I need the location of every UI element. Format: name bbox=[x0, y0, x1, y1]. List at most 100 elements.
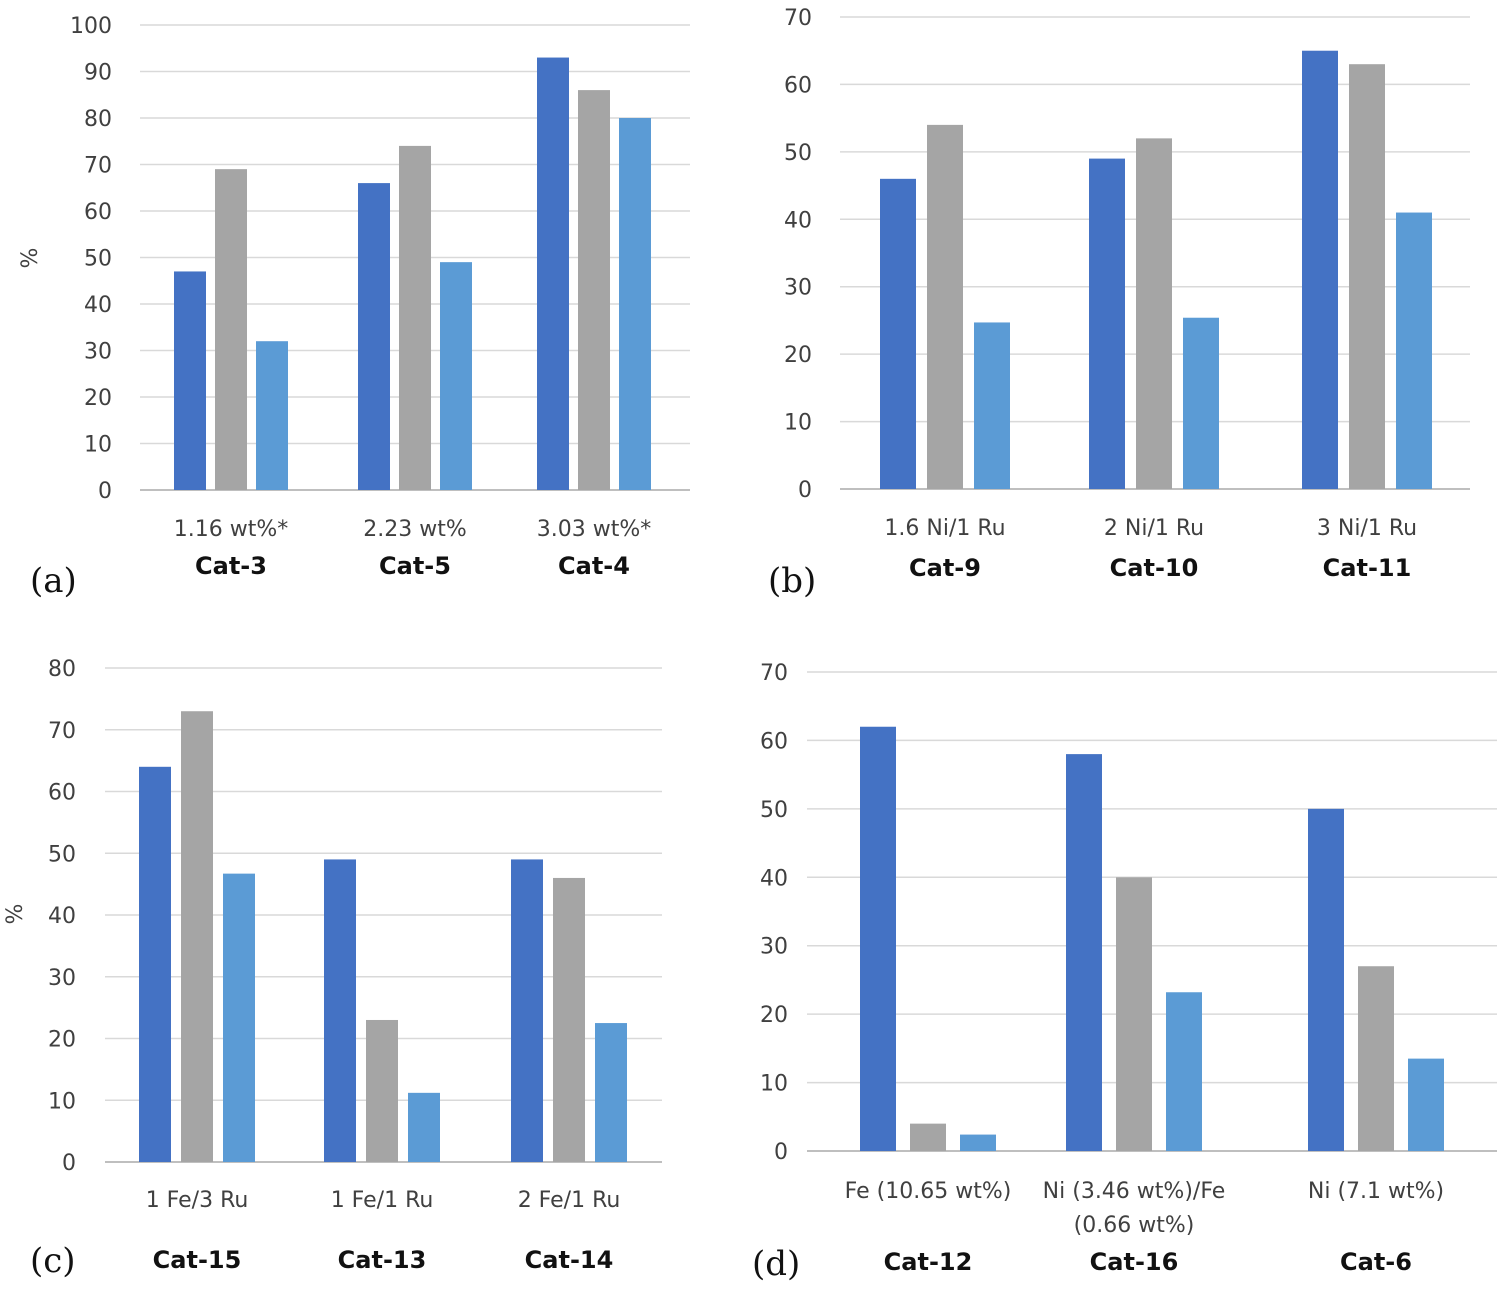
x-tick-label: Cat-9 bbox=[909, 554, 981, 582]
x-tick-label: Cat-14 bbox=[525, 1246, 614, 1274]
y-tick-label: 20 bbox=[784, 343, 812, 368]
y-tick-label: 60 bbox=[784, 73, 812, 98]
bar-cat-16-series-3 bbox=[1166, 992, 1202, 1151]
bar-cat-6-series-1 bbox=[1308, 808, 1344, 1151]
y-tick-label: 30 bbox=[48, 966, 76, 991]
x-tick-label: Cat-10 bbox=[1110, 554, 1199, 582]
x-tick-sublabel: Ni (7.1 wt%) bbox=[1308, 1179, 1444, 1204]
bar-cat-10-series-1 bbox=[1089, 158, 1125, 489]
panel-a: 0 10 20 30 40 50 60 70 80 90 100% 1.16 wt%* Cat-3 2.2… bbox=[18, 14, 690, 601]
y-tick-label: 60 bbox=[760, 729, 788, 754]
x-tick-label: Cat-4 bbox=[558, 552, 630, 580]
bar-cat-6-series-2 bbox=[1358, 966, 1394, 1151]
bar-cat-14-series-2 bbox=[553, 877, 585, 1162]
bar-cat-9-series-3 bbox=[974, 322, 1010, 489]
bar-cat-9-series-2 bbox=[927, 124, 963, 489]
y-tick-label: 70 bbox=[760, 661, 788, 686]
bar-cat-5-series-1 bbox=[358, 183, 390, 490]
bar-cat-11-series-1 bbox=[1302, 50, 1338, 489]
x-tick-sublabel: 3.03 wt%* bbox=[537, 517, 652, 542]
y-tick-label: 60 bbox=[84, 200, 112, 225]
y-tick-label: 100 bbox=[70, 14, 112, 39]
y-tick-label: 20 bbox=[84, 386, 112, 411]
panel-label: (c) bbox=[30, 1241, 76, 1281]
bar-cat-4-series-2 bbox=[578, 90, 610, 490]
bar-cat-3-series-1 bbox=[174, 271, 206, 490]
y-tick-label: 30 bbox=[760, 935, 788, 960]
y-tick-label: 90 bbox=[84, 61, 112, 86]
y-tick-label: 0 bbox=[774, 1140, 788, 1165]
y-tick-label: 30 bbox=[784, 276, 812, 301]
y-tick-label: 40 bbox=[48, 904, 76, 929]
y-tick-label: 40 bbox=[784, 208, 812, 233]
x-tick-label: Cat-11 bbox=[1323, 554, 1412, 582]
bar-cat-11-series-3 bbox=[1396, 212, 1432, 490]
x-tick-sublabel: 1 Fe/1 Ru bbox=[331, 1188, 434, 1213]
x-tick-sublabel: (0.66 wt%) bbox=[1074, 1213, 1195, 1238]
bar-cat-15-series-1 bbox=[139, 766, 171, 1162]
x-tick-sublabel: 1.16 wt%* bbox=[174, 517, 289, 542]
bar-cat-13-series-2 bbox=[366, 1019, 398, 1162]
y-tick-label: 70 bbox=[84, 154, 112, 179]
y-tick-label: 10 bbox=[784, 411, 812, 436]
bar-cat-3-series-2 bbox=[215, 169, 247, 490]
bar-cat-5-series-2 bbox=[399, 145, 431, 490]
y-tick-label: 50 bbox=[784, 141, 812, 166]
x-tick-label: Cat-13 bbox=[338, 1246, 427, 1274]
y-tick-label: 10 bbox=[760, 1072, 788, 1097]
panel-c: 0 10 20 30 40 50 60 70 80% 1 Fe/3 Ru Cat-15 1 Fe/1 … bbox=[3, 657, 662, 1281]
bar-cat-5-series-3 bbox=[440, 262, 472, 490]
panel-b: 0 10 20 30 40 50 60 70 1.6 Ni/1 Ru Cat-9 2 Ni/1 Ru… bbox=[768, 6, 1470, 601]
bar-cat-9-series-1 bbox=[880, 178, 916, 490]
panel-label: (d) bbox=[752, 1244, 800, 1284]
bar-cat-12-series-3 bbox=[960, 1134, 996, 1151]
x-tick-label: Cat-6 bbox=[1340, 1248, 1412, 1276]
y-axis-label: % bbox=[18, 248, 43, 269]
bar-cat-10-series-2 bbox=[1136, 138, 1172, 489]
bar-cat-11-series-2 bbox=[1349, 64, 1385, 489]
x-tick-sublabel: Ni (3.46 wt%)/Fe bbox=[1043, 1179, 1226, 1204]
y-tick-label: 10 bbox=[48, 1089, 76, 1114]
x-tick-sublabel: 3 Ni/1 Ru bbox=[1317, 516, 1417, 541]
bar-cat-13-series-3 bbox=[408, 1092, 440, 1162]
x-tick-sublabel: Fe (10.65 wt%) bbox=[845, 1179, 1012, 1204]
bar-cat-13-series-1 bbox=[324, 859, 356, 1162]
x-tick-sublabel: 1 Fe/3 Ru bbox=[146, 1188, 249, 1213]
y-axis-label: % bbox=[3, 904, 28, 925]
y-tick-label: 70 bbox=[48, 719, 76, 744]
y-tick-label: 30 bbox=[84, 340, 112, 365]
y-tick-label: 60 bbox=[48, 781, 76, 806]
panel-d: 0 10 20 30 40 50 60 70 Fe (10.65 wt%) Cat-12 Ni (3… bbox=[752, 661, 1497, 1284]
y-tick-label: 40 bbox=[84, 293, 112, 318]
bar-cat-14-series-3 bbox=[595, 1023, 627, 1162]
x-tick-label: Cat-12 bbox=[884, 1248, 973, 1276]
bar-cat-12-series-2 bbox=[910, 1123, 946, 1151]
y-tick-label: 0 bbox=[62, 1151, 76, 1176]
bar-cat-12-series-1 bbox=[860, 726, 896, 1151]
x-tick-label: Cat-3 bbox=[195, 552, 267, 580]
bar-cat-14-series-1 bbox=[511, 859, 543, 1162]
panel-label: (b) bbox=[768, 561, 816, 601]
bar-cat-4-series-1 bbox=[537, 57, 569, 491]
y-tick-label: 80 bbox=[84, 107, 112, 132]
x-tick-label: Cat-5 bbox=[379, 552, 451, 580]
x-tick-sublabel: 2 Ni/1 Ru bbox=[1104, 516, 1204, 541]
y-tick-label: 20 bbox=[760, 1003, 788, 1028]
x-tick-sublabel: 1.6 Ni/1 Ru bbox=[884, 516, 1005, 541]
x-tick-label: Cat-16 bbox=[1090, 1248, 1179, 1276]
panel-label: (a) bbox=[30, 561, 77, 601]
y-tick-label: 80 bbox=[48, 657, 76, 682]
y-tick-label: 0 bbox=[798, 478, 812, 503]
y-tick-label: 40 bbox=[760, 866, 788, 891]
y-tick-label: 10 bbox=[84, 433, 112, 458]
bar-cat-10-series-3 bbox=[1183, 317, 1219, 489]
y-tick-label: 0 bbox=[98, 479, 112, 504]
bar-cat-3-series-3 bbox=[256, 341, 288, 490]
bar-cat-15-series-3 bbox=[223, 873, 255, 1162]
x-tick-sublabel: 2.23 wt% bbox=[363, 517, 467, 542]
x-tick-label: Cat-15 bbox=[153, 1246, 242, 1274]
bar-cat-16-series-1 bbox=[1066, 754, 1102, 1151]
x-tick-sublabel: 2 Fe/1 Ru bbox=[518, 1188, 621, 1213]
y-tick-label: 50 bbox=[84, 247, 112, 272]
